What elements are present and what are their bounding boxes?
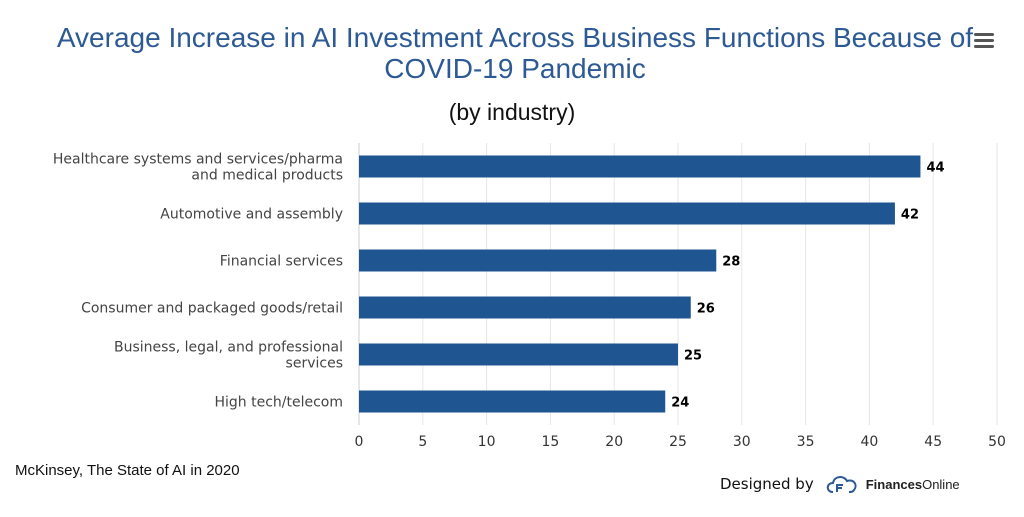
bar	[359, 202, 895, 225]
bar	[359, 390, 666, 413]
bar	[359, 155, 921, 178]
cloud-logo-icon	[826, 476, 857, 493]
data-label: 26	[697, 302, 715, 317]
category-label: Business, legal, and professional service…	[114, 340, 343, 372]
designed-by: Designed by FinancesOnline	[720, 472, 960, 496]
x-tick-label: 35	[797, 434, 815, 450]
category-label: High tech/telecom	[214, 395, 343, 411]
x-tick-label: 45	[924, 434, 942, 450]
hamburger-menu-icon[interactable]	[974, 33, 994, 49]
bar	[359, 296, 691, 319]
bar	[359, 249, 717, 272]
x-tick-label: 25	[669, 434, 687, 450]
category-label: Consumer and packaged goods/retail	[81, 301, 343, 317]
x-tick-label: 10	[478, 434, 496, 450]
chart-title: Average Increase in AI Investment Across…	[56, 22, 974, 84]
bar	[359, 343, 678, 366]
category-label: Automotive and assembly	[160, 207, 343, 223]
data-label: 44	[926, 161, 944, 176]
x-tick-label: 20	[605, 434, 623, 450]
x-tick-label: 50	[988, 434, 1006, 450]
x-tick-label: 0	[355, 434, 364, 450]
x-tick-label: 40	[860, 434, 878, 450]
category-label: Financial services	[220, 254, 343, 270]
x-tick-label: 30	[733, 434, 751, 450]
x-tick-label: 5	[418, 434, 427, 450]
data-label: 25	[684, 349, 702, 364]
designed-by-label: Designed by	[720, 475, 814, 493]
data-label: 28	[722, 255, 740, 270]
source-note: McKinsey, The State of AI in 2020	[15, 462, 240, 479]
chart-subtitle: (by industry)	[448, 99, 576, 125]
data-label: 24	[671, 396, 689, 411]
x-tick-label: 15	[541, 434, 559, 450]
data-label: 42	[901, 208, 919, 223]
category-label: Healthcare systems and services/pharma an…	[53, 152, 343, 184]
brand-name: FinancesOnline	[865, 476, 960, 492]
